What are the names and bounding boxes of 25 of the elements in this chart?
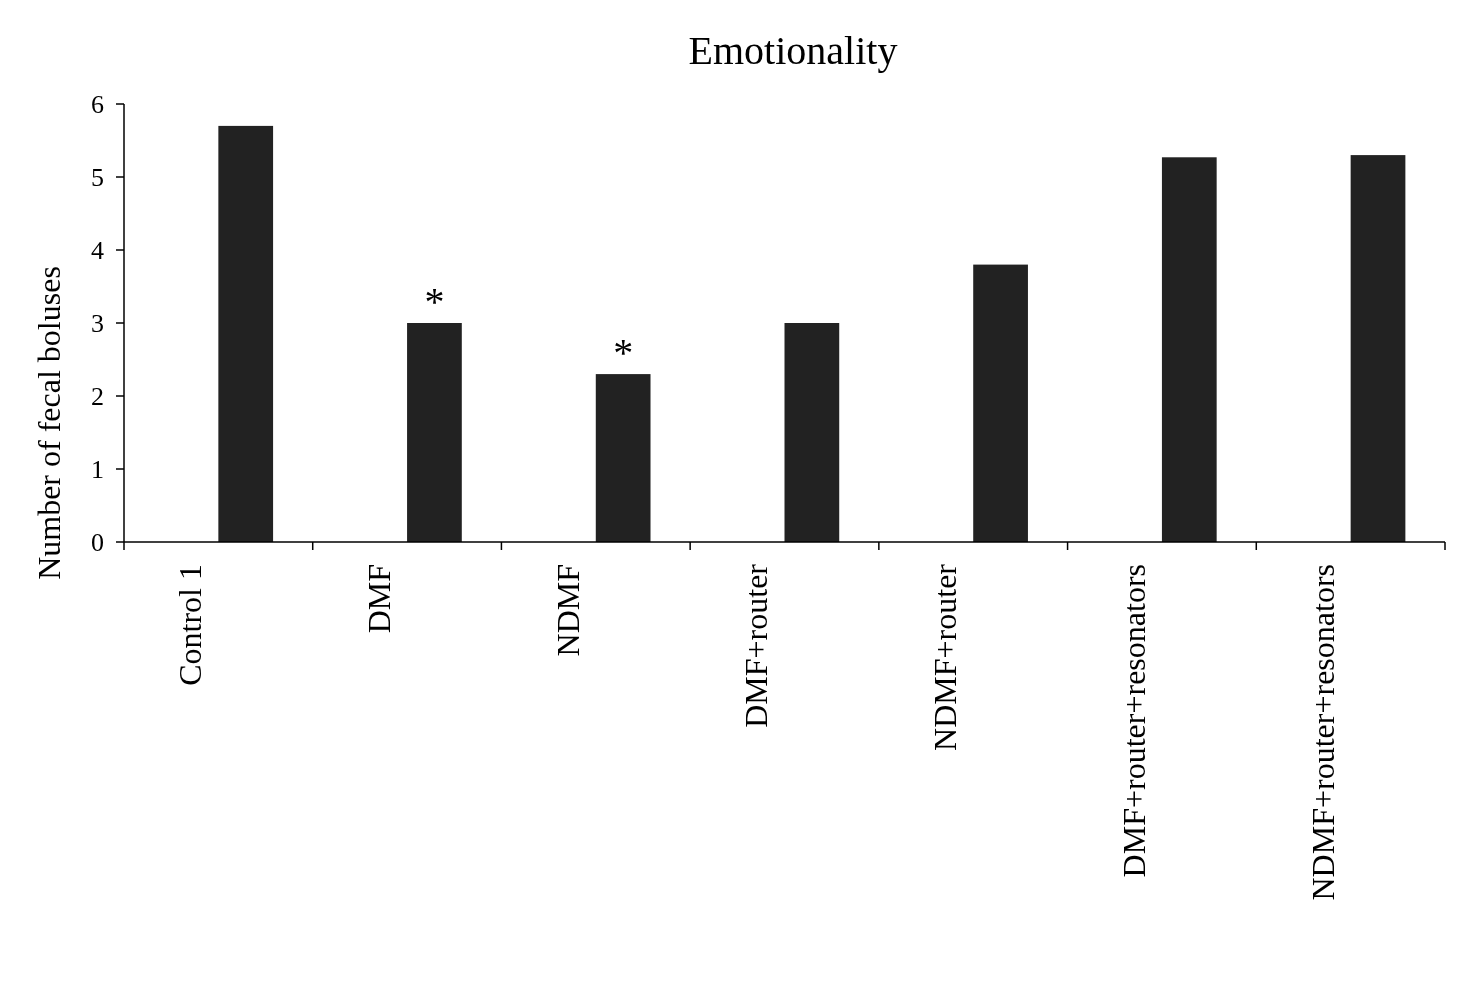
y-tick-label: 0 [91,528,104,558]
bar [1350,155,1406,542]
y-axis-title: Number of fecal boluses [31,266,67,580]
annotation: * [613,330,634,376]
bar [218,125,274,542]
bar [784,323,840,542]
x-tick-label: NDMF [549,564,586,657]
bar [1161,157,1217,542]
chart-title: Emotionality [688,28,898,73]
y-tick-label: 6 [91,90,104,120]
annotation: * [424,279,445,324]
y-tick-label: 3 [91,309,104,339]
x-tick-label: DMF+router+resonators [1115,564,1152,878]
x-tick-label: NDMF+router+resonators [1304,564,1341,901]
y-tick-label: 2 [91,382,104,412]
y-tick-label: 1 [91,455,104,485]
bar [407,323,462,542]
x-tick-label: NDMF+router [927,563,964,751]
y-tick-label: 5 [91,163,104,193]
x-tick-label: DMF [360,564,397,634]
x-tick-label: Control 1 [172,564,209,686]
bar [973,264,1028,542]
x-tick-label: DMF+router [738,563,775,728]
bar [595,374,651,542]
y-tick-label: 4 [91,236,104,266]
